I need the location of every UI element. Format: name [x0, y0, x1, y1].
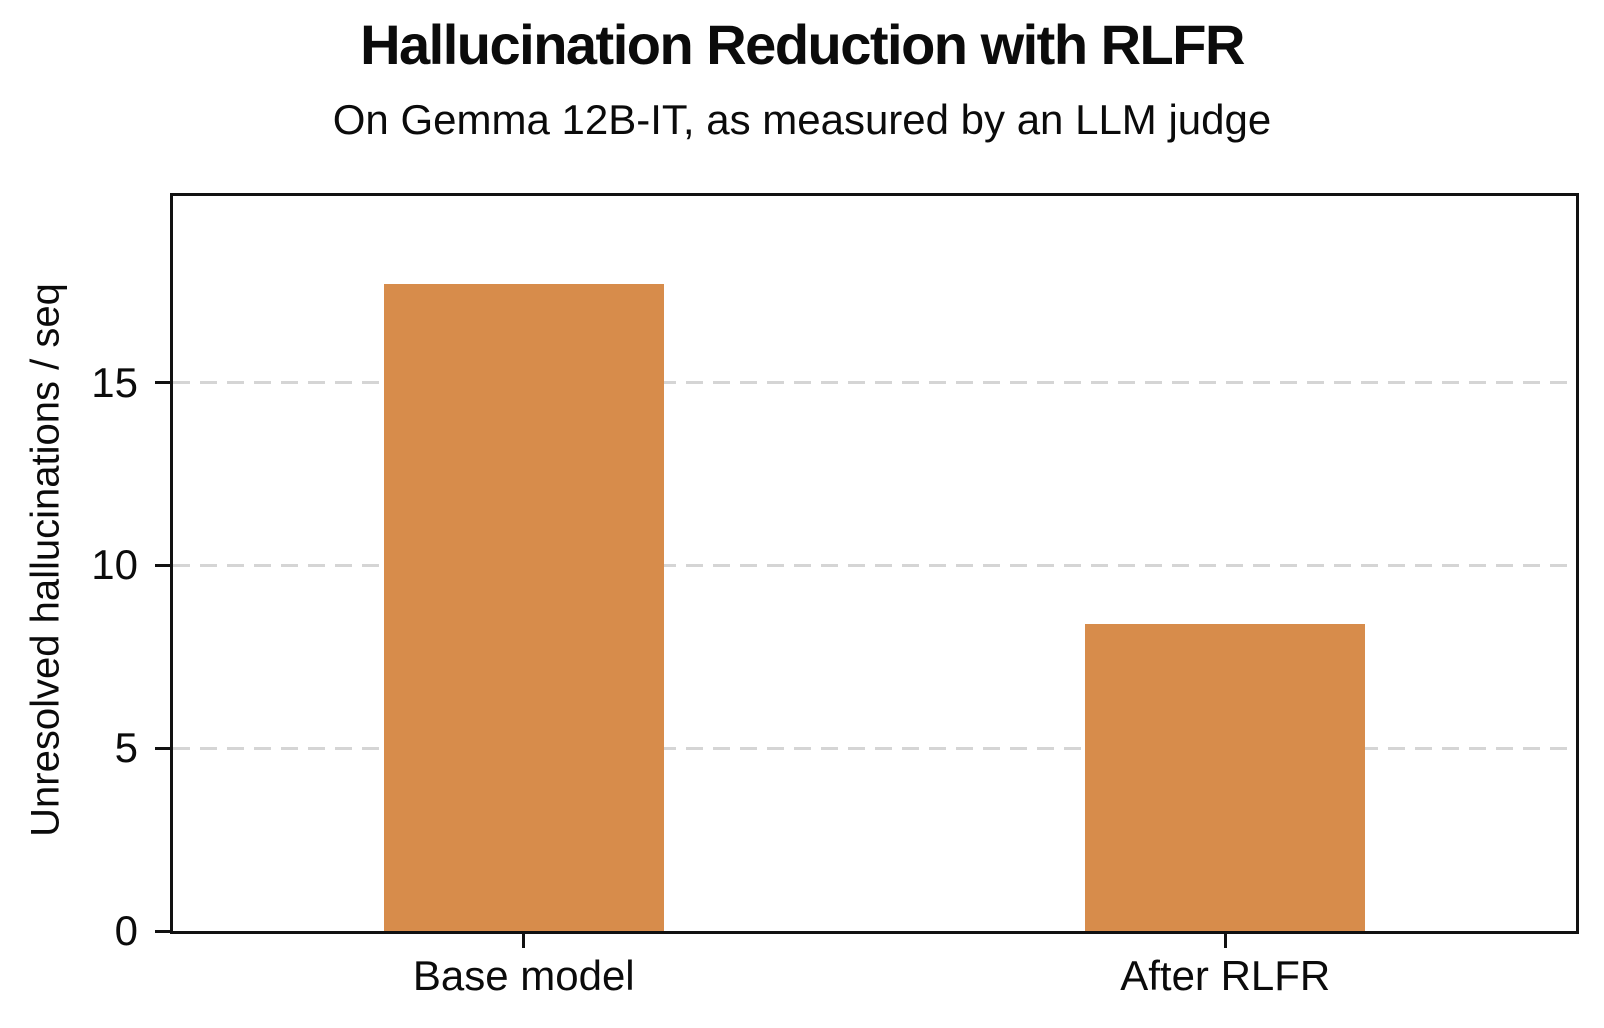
gridline-y-5	[173, 746, 1576, 750]
x-tick-label-0: Base model	[412, 952, 635, 999]
y-tick-10	[155, 563, 170, 567]
y-tick-label-15: 15	[91, 358, 138, 406]
bar-after-rlfr	[1085, 623, 1366, 931]
y-tick-0	[155, 929, 170, 933]
y-tick-5	[155, 746, 170, 750]
x-tick-0	[522, 934, 526, 948]
y-tick-15	[155, 381, 170, 384]
gridline-y-15	[173, 381, 1576, 384]
y-tick-label-5: 5	[114, 724, 138, 772]
chart-title: Hallucination Reduction with RLFR	[360, 13, 1245, 76]
x-tick-label-1: After RLFR	[1120, 952, 1331, 999]
x-tick-1	[1223, 934, 1227, 948]
chart-subtitle: On Gemma 12B-IT, as measured by an LLM j…	[332, 96, 1272, 143]
y-tick-label-10: 10	[91, 541, 138, 589]
plot-area: 0 5 10 15 Base model After RLFR	[91, 193, 1579, 999]
bar-base-model	[383, 283, 664, 931]
gridline-y-10	[173, 563, 1576, 567]
y-tick-label-0: 0	[114, 907, 138, 954]
